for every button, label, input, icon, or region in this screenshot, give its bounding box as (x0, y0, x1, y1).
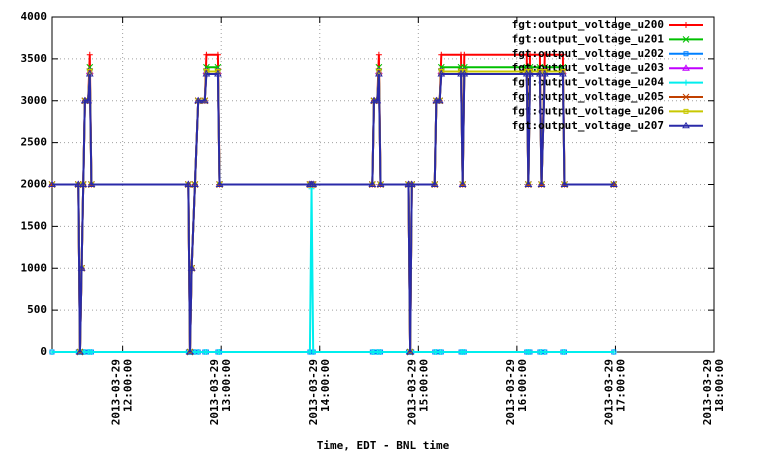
point-marker (48, 180, 56, 187)
legend-label: fgt:output_voltage_u201 (512, 32, 665, 45)
point-marker (541, 51, 548, 58)
point-marker (214, 51, 221, 58)
x-tick-label: 2013-03-29 16:00:00 (504, 359, 529, 425)
legend-label: fgt:output_voltage_u204 (512, 76, 665, 89)
point-marker (88, 349, 95, 355)
point-marker (682, 121, 690, 129)
y-tick-label: 1000 (21, 261, 48, 274)
point-marker (683, 51, 689, 57)
point-marker (541, 349, 548, 355)
point-marker (683, 22, 689, 28)
point-marker (84, 96, 93, 104)
x-tick-label: 2013-03-29 18:00:00 (701, 359, 726, 425)
y-tick-label: 0 (40, 345, 47, 358)
point-marker (682, 64, 690, 71)
point-marker (76, 348, 84, 355)
point-marker (438, 349, 445, 355)
point-marker (430, 180, 439, 187)
point-marker (309, 180, 318, 187)
legend-label: fgt:output_voltage_u205 (512, 90, 664, 103)
y-tick-label: 500 (27, 303, 47, 316)
y-tick-label: 2000 (21, 178, 48, 191)
point-marker (375, 69, 383, 77)
series-line (52, 72, 614, 353)
point-marker (407, 180, 416, 187)
y-tick-label: 4000 (21, 10, 48, 23)
point-marker (438, 51, 445, 58)
point-marker (377, 349, 384, 355)
point-marker (202, 69, 211, 77)
point-marker (215, 180, 224, 187)
x-tick-label: 2013-03-29 12:00:00 (110, 359, 135, 425)
point-marker (527, 51, 534, 58)
point-marker (461, 349, 468, 355)
point-marker (537, 180, 546, 187)
point-marker (187, 264, 196, 271)
x-axis-label: Time, EDT - BNL time (317, 439, 450, 452)
point-marker (406, 348, 414, 355)
point-marker (373, 96, 382, 104)
point-marker (458, 180, 467, 187)
point-marker (527, 349, 534, 355)
point-marker (683, 108, 689, 114)
point-marker (87, 180, 96, 187)
point-marker (49, 349, 55, 355)
point-marker (609, 180, 618, 187)
point-marker (558, 69, 567, 77)
point-marker (184, 180, 193, 187)
point-marker (524, 180, 533, 187)
x-tick-label: 2013-03-29 17:00:00 (602, 359, 627, 425)
legend-label: fgt:output_voltage_u207 (512, 119, 664, 132)
legend-label: fgt:output_voltage_u206 (512, 104, 665, 117)
point-marker (191, 180, 199, 187)
point-marker (200, 96, 209, 104)
point-marker (195, 349, 202, 355)
y-tick-label: 3500 (21, 52, 48, 65)
point-marker (535, 69, 544, 77)
point-marker (683, 79, 689, 86)
point-marker (375, 51, 382, 58)
point-marker (85, 69, 94, 77)
point-marker (74, 180, 83, 187)
point-marker (560, 180, 569, 187)
point-marker (79, 180, 88, 187)
point-marker (559, 51, 566, 58)
x-tick-label: 2013-03-29 14:00:00 (307, 359, 332, 425)
point-marker (376, 180, 385, 187)
point-marker (682, 36, 690, 43)
point-marker (435, 96, 444, 104)
point-marker (186, 348, 194, 355)
legend-label: fgt:output_voltage_u200 (512, 18, 664, 31)
point-marker (526, 69, 534, 77)
point-marker (86, 51, 93, 58)
x-tick-label: 2013-03-29 13:00:00 (208, 359, 233, 425)
point-marker (540, 69, 549, 77)
point-marker (460, 69, 469, 77)
y-tick-label: 2500 (21, 136, 48, 149)
legend-label: fgt:output_voltage_u202 (512, 47, 664, 60)
point-marker (310, 349, 317, 355)
point-marker (437, 69, 446, 77)
point-marker (194, 96, 203, 104)
point-marker (49, 349, 55, 355)
point-marker (203, 51, 210, 58)
point-marker (561, 349, 568, 355)
x-tick-label: 2013-03-29 15:00:00 (405, 359, 430, 425)
point-marker (216, 349, 223, 355)
point-marker (461, 51, 468, 58)
point-marker (214, 69, 222, 77)
point-marker (77, 264, 86, 271)
point-marker (203, 349, 210, 355)
point-marker (368, 180, 377, 187)
y-tick-label: 1500 (21, 219, 48, 232)
series-line (52, 188, 614, 353)
point-marker (610, 349, 617, 355)
point-marker (682, 93, 690, 101)
y-tick-label: 3000 (21, 94, 48, 107)
